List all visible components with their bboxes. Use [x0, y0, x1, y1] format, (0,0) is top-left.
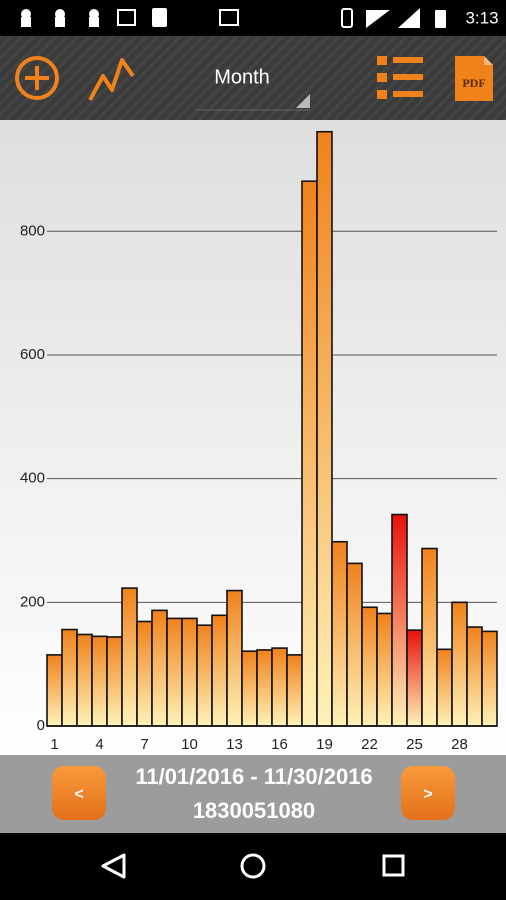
y-tick-label: 200 — [20, 593, 45, 610]
y-tick-label: 600 — [20, 346, 45, 363]
nav-back[interactable] — [101, 853, 126, 879]
bar — [211, 614, 228, 727]
bar — [436, 648, 453, 727]
bar — [136, 620, 153, 727]
bar — [391, 513, 408, 727]
x-tick-label: 7 — [140, 736, 148, 753]
bar — [421, 547, 438, 727]
y-tick-label: 400 — [20, 470, 45, 487]
bar — [286, 654, 303, 727]
x-tick-label: 4 — [95, 736, 103, 753]
status-bar — [0, 0, 506, 36]
chart-type-button[interactable] — [88, 58, 135, 101]
x-tick-label: 19 — [316, 736, 333, 753]
prev-button[interactable] — [52, 766, 106, 820]
pdf-label: PDF — [462, 76, 485, 90]
date-range: 11/01/2016 - 11/30/2016 — [135, 764, 372, 789]
bar — [151, 609, 168, 727]
y-tick-label: 0 — [37, 717, 45, 734]
chart: 0 200 400 600 800 1 4 7 10 13 16 19 22 25 28 — [20, 130, 498, 753]
total-id: 1830051080 — [193, 798, 315, 823]
bar — [256, 649, 273, 727]
bar — [481, 630, 498, 727]
bar — [196, 624, 213, 727]
status-time: 3:13 — [465, 8, 498, 27]
bar — [406, 629, 423, 727]
next-button[interactable] — [401, 766, 455, 820]
nav-recents[interactable] — [382, 854, 405, 877]
list-button[interactable] — [377, 56, 423, 99]
bar — [361, 606, 378, 727]
bar — [451, 601, 468, 727]
bar — [301, 180, 318, 727]
x-tick-label: 13 — [226, 736, 243, 753]
period-spinner[interactable]: Month — [214, 66, 270, 88]
bar — [466, 626, 483, 727]
bar — [166, 617, 183, 727]
bar — [181, 617, 198, 727]
bar — [106, 636, 123, 727]
bar — [91, 635, 108, 727]
status-icons — [21, 8, 446, 28]
prev-label: < — [74, 786, 83, 803]
bar — [346, 562, 363, 727]
x-tick-label: 10 — [181, 736, 198, 753]
bar — [271, 647, 288, 727]
x-tick-label: 22 — [361, 736, 378, 753]
y-tick-label: 800 — [20, 222, 45, 239]
bar — [331, 540, 348, 727]
nav-home[interactable] — [240, 853, 266, 879]
bar — [241, 650, 258, 727]
bar — [61, 628, 78, 727]
x-tick-label: 1 — [50, 736, 58, 753]
bar — [316, 130, 333, 727]
bar — [226, 589, 243, 727]
bar — [121, 587, 138, 727]
bar — [376, 612, 393, 727]
x-tick-label: 28 — [451, 736, 468, 753]
x-tick-label: 25 — [406, 736, 423, 753]
pdf-button[interactable] — [455, 56, 493, 101]
bar — [46, 654, 63, 727]
x-tick-label: 16 — [271, 736, 288, 753]
nav-bar — [0, 833, 506, 900]
bar — [76, 633, 93, 727]
next-label: > — [423, 786, 432, 803]
spinner-arrow — [296, 94, 310, 108]
add-button[interactable] — [15, 56, 59, 100]
